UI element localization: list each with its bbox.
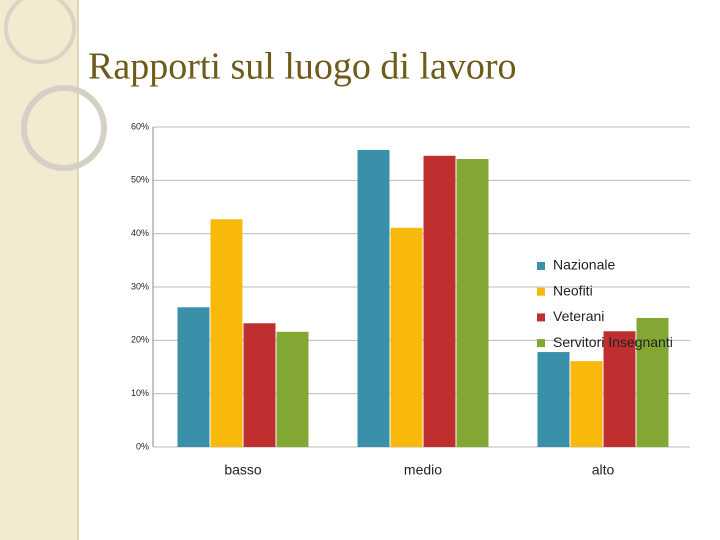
bar xyxy=(177,307,210,447)
legend-swatch xyxy=(537,339,545,348)
y-tick-label: 30% xyxy=(131,281,149,291)
bar xyxy=(423,155,456,448)
bar xyxy=(276,331,309,447)
x-tick-label: alto xyxy=(592,462,615,478)
bar xyxy=(537,352,570,447)
bar xyxy=(636,317,669,447)
bar xyxy=(210,219,243,447)
bar xyxy=(456,159,489,447)
legend-swatch xyxy=(537,287,545,296)
bar xyxy=(357,149,390,447)
y-tick-label: 50% xyxy=(131,175,149,185)
y-tick-label: 40% xyxy=(131,228,149,238)
x-tick-label: basso xyxy=(224,462,262,478)
y-tick-label: 60% xyxy=(131,121,149,131)
x-tick-label: medio xyxy=(404,462,442,478)
legend-label: Neofiti xyxy=(553,282,593,298)
legend-label: Servitori Insegnanti xyxy=(553,334,673,350)
decor-circle xyxy=(4,0,76,64)
legend-label: Nazionale xyxy=(553,257,615,273)
bar xyxy=(390,227,423,447)
y-tick-label: 0% xyxy=(136,441,149,451)
y-tick-label: 20% xyxy=(131,335,149,345)
chart-title: Rapporti sul luogo di lavoro xyxy=(88,46,517,88)
legend-swatch xyxy=(537,262,545,270)
decor-circle xyxy=(21,85,107,171)
bar xyxy=(570,361,603,447)
y-tick-label: 10% xyxy=(131,388,149,398)
side-strip xyxy=(0,0,78,540)
legend-swatch xyxy=(537,313,545,322)
bar xyxy=(603,331,636,447)
legend-label: Veterani xyxy=(553,308,604,324)
bar xyxy=(243,323,276,447)
